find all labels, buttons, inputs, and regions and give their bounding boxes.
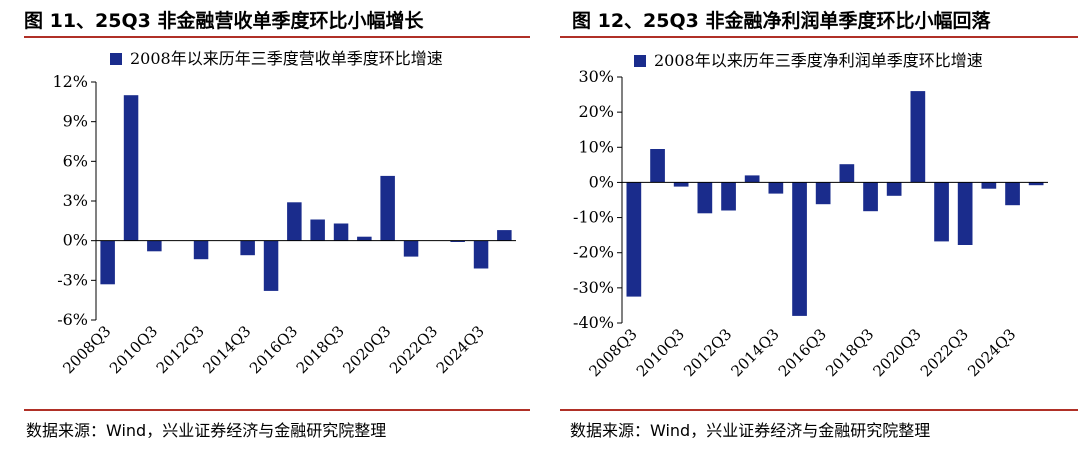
figure-11-panel: 图 11、25Q3 非金融营收单季度环比小幅增长 2008年以来历年三季度营收单… — [24, 10, 530, 440]
bar-2014Q3 — [240, 240, 255, 256]
bar-2009Q3 — [123, 95, 139, 241]
y-tick-label: 9% — [63, 112, 88, 131]
y-tick-label: 6% — [63, 151, 88, 170]
x-tick-label: 2024Q3 — [964, 325, 1019, 380]
legend-swatch — [634, 55, 646, 67]
bar-2011Q3 — [697, 182, 713, 214]
bar-2024Q3 — [1005, 182, 1020, 206]
x-tick-label: 2016Q3 — [246, 322, 301, 377]
source-note: 数据来源：Wind，兴业证券经济与金融研究院整理 — [570, 421, 931, 440]
x-tick-label: 2008Q3 — [585, 325, 640, 380]
bar-2010Q3 — [147, 240, 162, 252]
bar-2021Q3 — [403, 240, 419, 257]
bar-2023Q3 — [450, 240, 465, 242]
figure-title: 图 11、25Q3 非金融营收单季度环比小幅增长 — [24, 10, 424, 32]
x-tick-label: 2014Q3 — [727, 325, 782, 380]
y-tick-label: 30% — [578, 67, 614, 86]
y-tick-label: 0% — [63, 231, 88, 250]
y-tick-label: -10% — [573, 208, 614, 227]
bar-2020Q3 — [910, 91, 926, 183]
x-tick-label: 2014Q3 — [199, 322, 254, 377]
bar-2012Q3 — [193, 240, 209, 260]
bar-2023Q3 — [981, 182, 997, 189]
bar-2024Q3 — [473, 240, 489, 269]
bar-2025Q3 — [1028, 182, 1044, 186]
source-rule — [560, 409, 1078, 411]
bar-2016Q3 — [287, 202, 302, 241]
y-tick-label: 10% — [578, 137, 614, 156]
bar-2019Q3 — [357, 236, 372, 241]
source-note: 数据来源：Wind，兴业证券经济与金融研究院整理 — [26, 421, 387, 440]
figure-12-panel: 图 12、25Q3 非金融净利润单季度环比小幅回落 2008年以来历年三季度净利… — [540, 0, 1080, 451]
bar-2025Q3 — [497, 230, 512, 241]
x-tick-label: 2022Q3 — [386, 322, 441, 377]
bar-2020Q3 — [380, 175, 395, 241]
bar-2019Q3 — [886, 182, 902, 196]
bar-2018Q3 — [863, 182, 878, 212]
x-tick-label: 2016Q3 — [775, 325, 830, 380]
y-tick-label: -20% — [573, 243, 614, 262]
y-tick-label: -6% — [57, 310, 88, 329]
x-tick-label: 2012Q3 — [680, 325, 735, 380]
y-tick-label: 0% — [589, 172, 614, 191]
bar-2021Q3 — [934, 182, 949, 242]
x-tick-label: 2010Q3 — [633, 325, 688, 380]
y-tick-label: -30% — [573, 278, 614, 297]
profit-growth-bar-chart: 2008年以来历年三季度净利润单季度环比增速 -40% -30% -20% -10% 0%… — [573, 51, 1048, 380]
x-tick-label: 2020Q3 — [339, 322, 394, 377]
title-rule — [560, 36, 1078, 38]
y-tick-label: -3% — [57, 270, 88, 289]
x-tick-label: 2008Q3 — [59, 322, 114, 377]
legend-swatch — [110, 53, 122, 65]
bar-2013Q3 — [744, 175, 760, 183]
bar-2017Q3 — [839, 164, 855, 183]
bar-2018Q3 — [333, 223, 349, 241]
legend-label: 2008年以来历年三季度净利润单季度环比增速 — [654, 51, 983, 70]
bar-2010Q3 — [673, 182, 689, 187]
bar-2022Q3 — [957, 182, 973, 245]
y-tick-label: 3% — [63, 191, 88, 210]
x-tick-label: 2018Q3 — [822, 325, 877, 380]
title-rule — [24, 36, 530, 38]
bar-2008Q3 — [100, 240, 115, 285]
bar-2014Q3 — [768, 182, 784, 194]
bar-2017Q3 — [310, 219, 325, 241]
bar-2012Q3 — [721, 182, 736, 211]
revenue-growth-bar-chart: 2008年以来历年三季度营收单季度环比增速 -6% -3% 0% 3% 6% 9% 12% 20… — [52, 49, 516, 377]
source-rule — [24, 409, 530, 411]
x-tick-label: 2018Q3 — [293, 322, 348, 377]
y-tick-label: 20% — [578, 102, 614, 121]
x-tick-label: 2024Q3 — [433, 322, 488, 377]
bar-2009Q3 — [650, 149, 665, 183]
bar-2015Q3 — [263, 240, 279, 291]
bar-2015Q3 — [792, 182, 807, 316]
legend-label: 2008年以来历年三季度营收单季度环比增速 — [130, 49, 443, 68]
y-tick-label: 12% — [52, 72, 88, 91]
bar-2008Q3 — [626, 182, 642, 297]
x-tick-label: 2020Q3 — [869, 325, 924, 380]
x-tick-label: 2022Q3 — [917, 325, 972, 380]
y-tick-label: -40% — [573, 313, 614, 332]
x-tick-label: 2010Q3 — [106, 322, 161, 377]
bar-2016Q3 — [815, 182, 831, 205]
x-tick-label: 2012Q3 — [153, 322, 208, 377]
figure-title: 图 12、25Q3 非金融净利润单季度环比小幅回落 — [572, 10, 991, 32]
